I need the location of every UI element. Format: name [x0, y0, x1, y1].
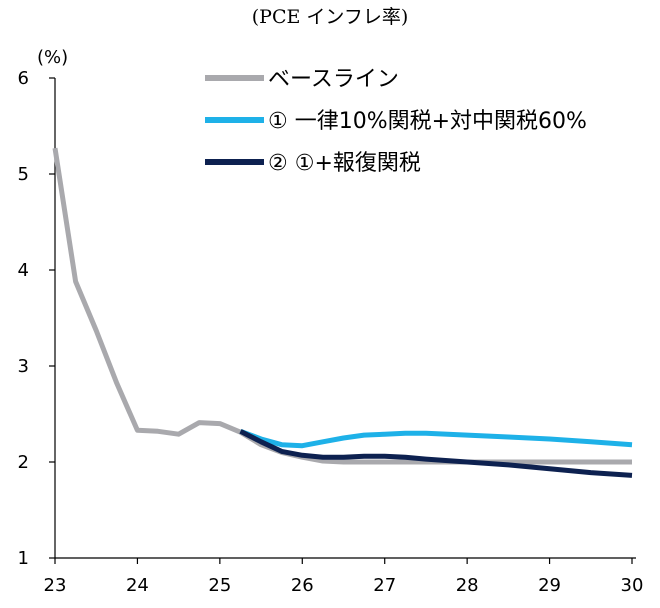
legend-label-3: ② ①+報復関税 — [268, 151, 421, 176]
x-tick-label: 28 — [456, 575, 479, 596]
x-tick-label: 26 — [291, 575, 314, 596]
legend-label-1: ベースライン — [268, 67, 399, 92]
x-tick-label: 24 — [126, 575, 149, 596]
x-tick-label: 30 — [621, 575, 644, 596]
x-tick-label: 23 — [44, 575, 67, 596]
x-tick-label: 25 — [208, 575, 231, 596]
series-line-3 — [239, 429, 633, 478]
legend-label-2: ① 一律10%関税+対中関税60% — [268, 109, 587, 134]
y-tick-label: 5 — [18, 164, 29, 185]
series-layer — [52, 147, 633, 478]
y-tick-label: 2 — [18, 452, 29, 473]
y-axis-unit-label: (%) — [37, 47, 68, 68]
y-tick-label: 3 — [18, 356, 29, 377]
y-tick-label: 6 — [18, 68, 29, 89]
chart-title: (PCE インフレ率) — [251, 6, 409, 28]
x-tick-label: 29 — [538, 575, 561, 596]
y-tick-label: 4 — [18, 260, 29, 281]
series-line-1 — [52, 147, 632, 465]
series-line-2 — [239, 428, 633, 449]
x-tick-label: 27 — [373, 575, 396, 596]
legend: ベースライン ① 一律10%関税+対中関税60% ② ①+報復関税 — [205, 67, 587, 176]
y-tick-label: 1 — [18, 548, 29, 569]
